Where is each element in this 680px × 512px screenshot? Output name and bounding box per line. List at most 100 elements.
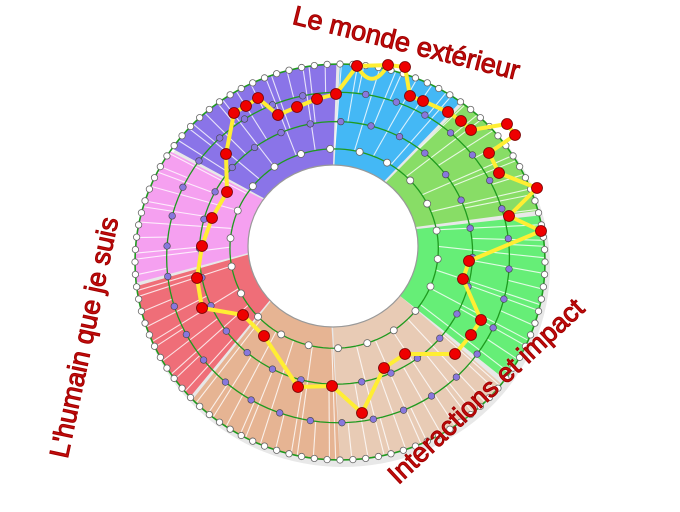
outer-dot [215, 98, 224, 106]
spoke-line [296, 346, 313, 456]
spoke-line [154, 328, 184, 348]
outer-dot [349, 456, 357, 464]
outer-dot [374, 452, 383, 461]
spoke-line [207, 383, 229, 414]
spoke-line [435, 269, 541, 306]
spoke-line [134, 246, 230, 260]
outer-dot [170, 142, 178, 150]
outer-dot [527, 331, 535, 339]
outer-dot [150, 174, 159, 182]
ring-dot [399, 406, 408, 414]
ring-dot [195, 157, 203, 165]
outer-dot [137, 209, 146, 217]
red-node [356, 407, 368, 419]
red-node [463, 255, 475, 267]
spoke-line [491, 173, 525, 185]
red-node [449, 348, 461, 360]
outer-dot [531, 197, 539, 205]
spoke-line [356, 345, 385, 456]
outer-dot [178, 132, 186, 140]
red-node [503, 210, 515, 222]
spoke-line [188, 127, 212, 147]
outer-dot [423, 437, 431, 445]
outer-dot [494, 132, 502, 140]
spoke-line [389, 72, 403, 101]
inner-dot [432, 226, 441, 235]
ring-dot [427, 392, 436, 400]
outer-dot [399, 446, 407, 454]
outer-dot [521, 174, 530, 182]
spoke-line [420, 304, 510, 374]
outer-dot [423, 79, 431, 87]
ring-dot [170, 302, 178, 310]
outer-dot [137, 307, 146, 315]
ring-dot [468, 151, 477, 159]
outer-dot [336, 456, 344, 464]
ring-dot [504, 234, 512, 243]
red-node [465, 124, 477, 136]
ring-dot [299, 92, 307, 100]
spoke-line [436, 224, 542, 231]
ring-dot [216, 134, 224, 142]
ring-dot [163, 242, 171, 250]
outer-dot [516, 163, 524, 171]
inner-dot [433, 255, 442, 263]
outer-dot [170, 374, 178, 382]
spoke-line [444, 386, 469, 417]
red-node [404, 90, 416, 102]
spoke-line [334, 63, 342, 149]
outer-dot [196, 114, 204, 122]
inner-dot [270, 162, 279, 171]
ring-dot [486, 176, 494, 185]
spoke-line [141, 298, 173, 313]
outer-dot [285, 66, 293, 74]
outer-dot [145, 331, 153, 339]
spoke-line [508, 243, 545, 247]
ring-dot [179, 183, 187, 191]
outer-dot [323, 60, 331, 68]
red-node [509, 129, 521, 141]
spoke-line [430, 188, 531, 213]
red-node [196, 302, 208, 314]
red-node [292, 381, 304, 393]
ring-dot [276, 409, 284, 417]
red-node [272, 109, 284, 121]
outer-dot [215, 418, 224, 426]
red-node [191, 272, 203, 284]
outer-dot [186, 122, 195, 131]
ring-dot [367, 122, 375, 130]
ring-dot [362, 90, 370, 99]
outer-dot [163, 364, 171, 372]
outer-dot [186, 393, 195, 402]
inner-dot [226, 234, 235, 243]
inner-dot [326, 145, 335, 153]
red-node [237, 309, 249, 321]
outer-dot [467, 410, 475, 419]
red-node [483, 147, 495, 159]
red-node [399, 348, 411, 360]
outer-dot [141, 319, 149, 327]
outer-dot [131, 258, 139, 266]
outer-dot [237, 431, 245, 440]
outer-dot [135, 295, 143, 303]
outer-dot [534, 307, 543, 315]
outer-dot [178, 384, 186, 392]
red-node [291, 101, 303, 113]
ring-dot [182, 330, 190, 339]
red-node [442, 106, 454, 118]
red-node [457, 273, 469, 285]
outer-dot [156, 353, 164, 361]
ring-dot [268, 365, 277, 373]
spoke-line [379, 417, 391, 455]
spoke-line [407, 318, 486, 403]
spoke-line [421, 154, 514, 196]
ring-dot [306, 416, 314, 425]
spoke-line [168, 152, 248, 195]
spoke-line [274, 414, 285, 451]
outer-dot [141, 197, 149, 205]
outer-dot [336, 60, 344, 68]
spoke-line [353, 67, 381, 151]
spoke-line [392, 330, 456, 427]
ring-dot [473, 350, 481, 358]
